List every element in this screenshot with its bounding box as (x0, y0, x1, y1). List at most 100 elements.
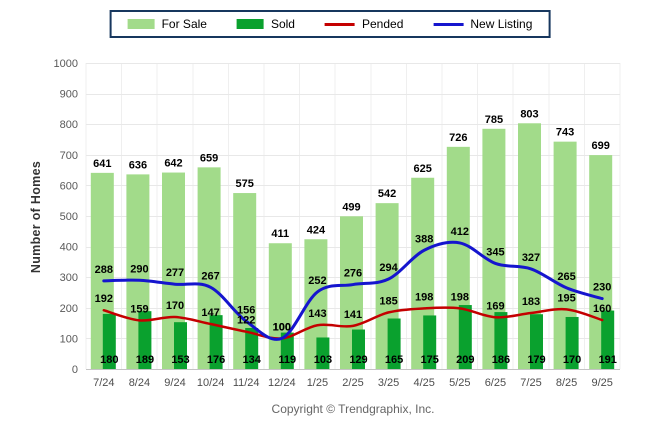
x-tick-label: 5/25 (449, 377, 470, 389)
legend: For Sale Sold Pended New Listing (109, 10, 551, 38)
sold-bar (458, 305, 472, 369)
x-tick-label: 4/25 (413, 377, 434, 389)
for-sale-value-label: 743 (556, 127, 574, 139)
x-tick-label: 10/24 (197, 377, 225, 389)
for-sale-value-label: 699 (592, 140, 610, 152)
sold-value-label: 134 (243, 354, 262, 366)
pended-line-swatch-icon (324, 22, 355, 26)
for-sale-swatch-icon (127, 19, 155, 29)
x-tick-label: 9/25 (591, 377, 612, 389)
copyright-text: Copyright © Trendgraphix, Inc. (271, 402, 435, 416)
pended-value-label: 141 (344, 309, 362, 321)
y-tick-label: 700 (60, 150, 78, 162)
new-listing-value-label: 276 (344, 268, 362, 280)
sold-bar (565, 316, 579, 369)
new-listing-value-label: 290 (130, 263, 148, 275)
legend-item-new-listing: New Listing (433, 17, 532, 31)
sold-value-label: 129 (349, 354, 367, 366)
sold-value-label: 209 (456, 354, 474, 366)
pended-value-label: 183 (522, 296, 540, 308)
new-listing-value-label: 288 (95, 264, 113, 276)
for-sale-bar (553, 141, 577, 369)
for-sale-value-label: 803 (520, 108, 538, 120)
new-listing-value-label: 156 (237, 304, 255, 316)
pended-line (102, 306, 604, 340)
legend-item-for-sale: For Sale (127, 17, 207, 31)
sold-value-label: 191 (599, 354, 617, 366)
for-sale-value-label: 499 (342, 201, 360, 213)
new-listing-value-label: 345 (486, 246, 504, 258)
for-sale-bar (304, 239, 328, 369)
new-listing-value-label: 267 (201, 270, 219, 282)
for-sale-value-label: 411 (271, 228, 289, 240)
new-listing-value-label: 100 (273, 321, 291, 333)
pended-value-label: 147 (201, 307, 219, 319)
sold-bar (601, 310, 615, 369)
x-tick-label: 8/24 (129, 377, 150, 389)
sold-value-label: 165 (385, 354, 403, 366)
sold-value-label: 176 (207, 354, 225, 366)
new-listing-value-label: 265 (557, 271, 575, 283)
new-listing-value-label: 294 (379, 262, 398, 274)
sold-bar (102, 313, 116, 369)
sold-bar (494, 312, 508, 369)
sold-bar (316, 337, 330, 369)
for-sale-value-label: 542 (378, 188, 396, 200)
sold-value-label: 103 (314, 354, 332, 366)
y-tick-label: 600 (60, 180, 78, 192)
pended-value-label: 143 (308, 308, 326, 320)
sold-swatch-icon (236, 19, 264, 29)
for-sale-value-label: 785 (485, 114, 503, 126)
x-tick-label: 1/25 (307, 377, 328, 389)
x-tick-label: 2/25 (342, 377, 363, 389)
for-sale-value-label: 642 (164, 158, 182, 170)
y-tick-label: 0 (72, 364, 78, 376)
pended-value-label: 159 (130, 303, 148, 315)
pended-value-label: 198 (415, 291, 433, 303)
sold-value-label: 119 (278, 354, 296, 366)
for-sale-value-label: 641 (93, 158, 111, 170)
sold-value-label: 186 (492, 354, 510, 366)
sold-bar (209, 315, 223, 369)
legend-label-pended: Pended (361, 17, 404, 31)
pended-value-label: 195 (557, 292, 575, 304)
for-sale-value-label: 659 (200, 152, 218, 164)
for-sale-bar (162, 172, 185, 369)
sold-bar (387, 318, 401, 369)
pended-value-label: 160 (593, 303, 611, 315)
x-tick-label: 3/25 (378, 377, 399, 389)
x-tick-label: 8/25 (556, 377, 577, 389)
pended-value-label: 198 (451, 291, 469, 303)
legend-label-for-sale: For Sale (161, 17, 207, 31)
sold-bar (352, 329, 365, 369)
sold-bar (280, 332, 294, 369)
pended-value-label: 185 (379, 295, 397, 307)
new-listing-value-label: 277 (166, 267, 184, 279)
x-tick-label: 7/24 (93, 377, 114, 389)
pended-value-label: 169 (486, 300, 504, 312)
y-tick-label: 900 (60, 89, 78, 101)
pended-value-label: 100 (273, 321, 291, 333)
for-sale-bar (518, 123, 541, 369)
new-listing-value-label: 327 (522, 252, 540, 264)
x-tick-label: 6/25 (485, 377, 506, 389)
for-sale-value-label: 636 (129, 159, 147, 171)
for-sale-value-label: 575 (236, 178, 254, 190)
x-tick-label: 9/24 (164, 377, 185, 389)
x-tick-label: 12/24 (268, 377, 296, 389)
legend-label-new-listing: New Listing (470, 17, 533, 31)
new-listing-value-label: 252 (308, 275, 326, 287)
pended-value-label: 170 (166, 300, 184, 312)
sold-value-label: 180 (100, 354, 118, 366)
y-tick-label: 100 (60, 333, 78, 345)
x-tick-label: 11/24 (233, 377, 260, 389)
new-listing-line (102, 240, 604, 341)
sold-bar (174, 322, 187, 369)
y-tick-label: 200 (60, 303, 78, 315)
sold-bar (245, 327, 259, 369)
y-tick-label: 300 (60, 272, 78, 284)
sold-value-label: 153 (171, 354, 189, 366)
sold-value-label: 179 (527, 354, 545, 366)
